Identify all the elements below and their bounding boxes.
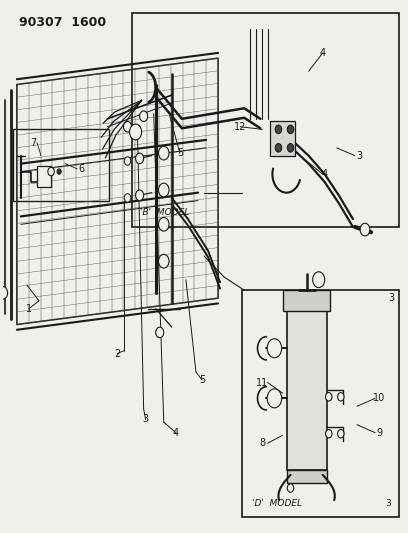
- Circle shape: [57, 169, 61, 174]
- Circle shape: [159, 183, 169, 197]
- Bar: [271, 122, 295, 156]
- Text: 1: 1: [26, 304, 32, 314]
- Text: 4: 4: [319, 48, 326, 58]
- Circle shape: [287, 143, 294, 152]
- Text: 2: 2: [114, 349, 121, 359]
- Circle shape: [326, 393, 332, 401]
- Circle shape: [159, 146, 169, 160]
- Text: 7: 7: [30, 138, 36, 148]
- Circle shape: [275, 125, 282, 134]
- Circle shape: [313, 272, 325, 288]
- Circle shape: [159, 254, 169, 268]
- Circle shape: [124, 122, 131, 132]
- Bar: [131, 13, 399, 227]
- Bar: [37, 166, 51, 188]
- Circle shape: [140, 111, 148, 122]
- Text: 10: 10: [373, 393, 385, 403]
- Circle shape: [130, 124, 142, 140]
- Circle shape: [135, 153, 144, 164]
- Text: 11: 11: [256, 377, 268, 387]
- Text: 3: 3: [388, 293, 394, 303]
- Circle shape: [275, 143, 282, 152]
- Bar: [286, 311, 327, 470]
- Text: 4: 4: [173, 427, 179, 438]
- Circle shape: [156, 327, 164, 338]
- Circle shape: [287, 125, 294, 134]
- Circle shape: [337, 393, 344, 401]
- Circle shape: [124, 157, 131, 165]
- Text: 9: 9: [376, 427, 382, 438]
- Circle shape: [267, 339, 282, 358]
- Bar: [13, 130, 109, 200]
- Bar: [286, 470, 327, 483]
- Circle shape: [287, 484, 294, 492]
- Circle shape: [337, 430, 344, 438]
- Text: 3: 3: [142, 415, 149, 424]
- Text: 12: 12: [234, 122, 246, 132]
- Circle shape: [360, 223, 370, 236]
- Circle shape: [267, 389, 282, 408]
- Circle shape: [326, 430, 332, 438]
- Circle shape: [159, 217, 169, 231]
- Circle shape: [135, 190, 144, 200]
- Text: 8: 8: [259, 438, 266, 448]
- Text: 90307  1600: 90307 1600: [19, 16, 106, 29]
- Text: 6: 6: [78, 164, 84, 174]
- Text: 5: 5: [177, 148, 183, 158]
- Bar: [242, 290, 399, 517]
- Text: 'B'  MODEL: 'B' MODEL: [140, 208, 189, 217]
- Text: 3: 3: [356, 151, 362, 161]
- Text: 3: 3: [386, 498, 391, 507]
- Text: 5: 5: [199, 375, 205, 385]
- Circle shape: [48, 167, 54, 176]
- Text: 'D'  MODEL: 'D' MODEL: [252, 498, 302, 507]
- Circle shape: [0, 287, 8, 299]
- Circle shape: [124, 193, 131, 202]
- Text: 4: 4: [322, 169, 328, 179]
- Bar: [283, 290, 330, 311]
